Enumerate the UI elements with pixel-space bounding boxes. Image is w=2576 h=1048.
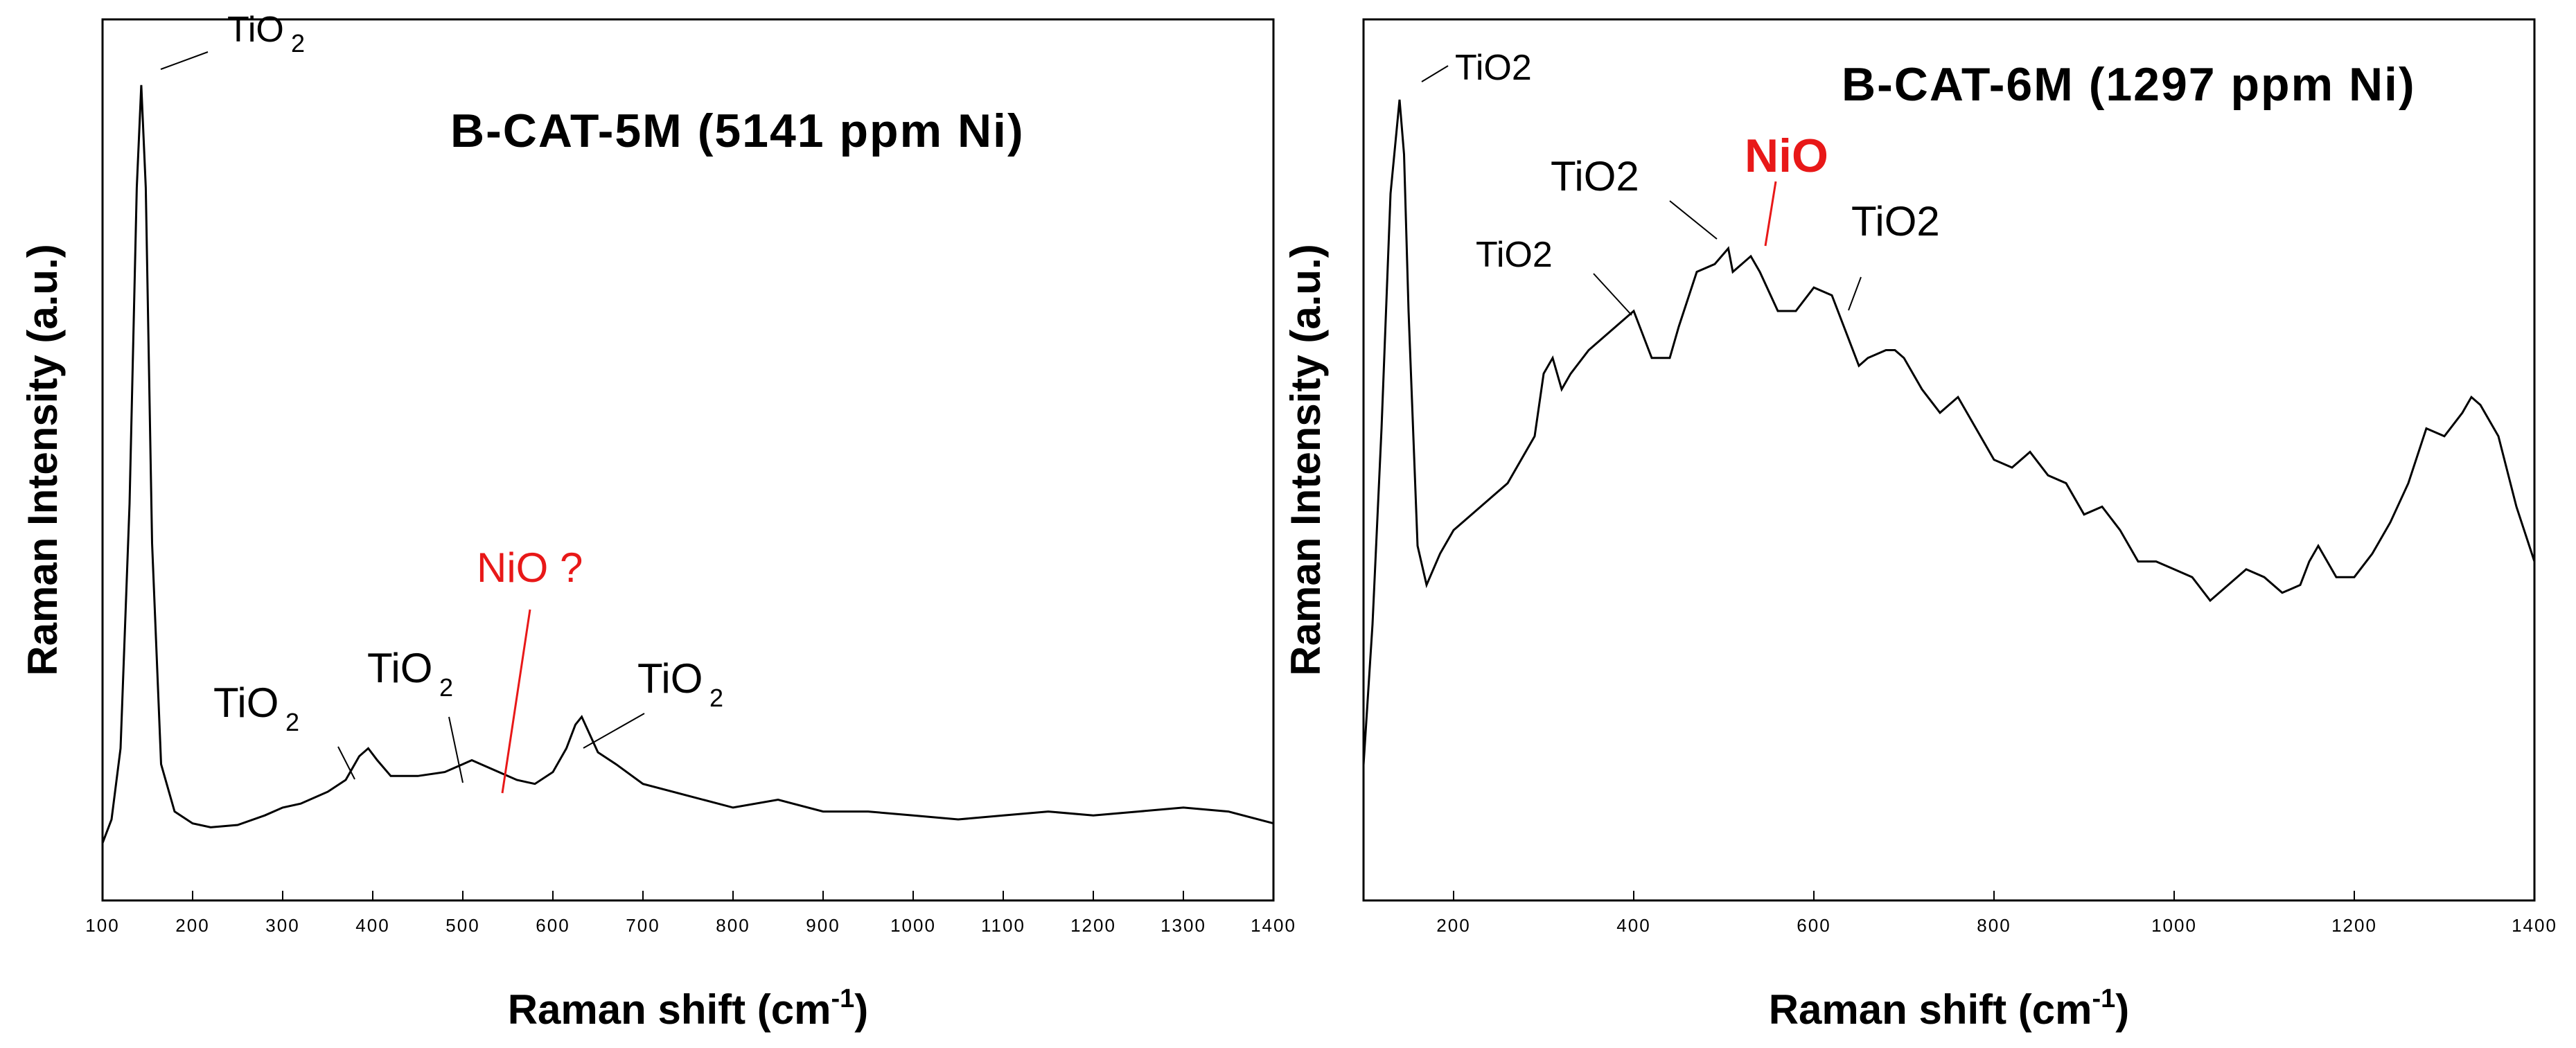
x-tick-label: 1200	[2331, 915, 2377, 936]
right-annotation-tio2-3: TiO2	[1551, 153, 1718, 240]
left-ann-label: TiO	[227, 10, 284, 50]
left-ann-label: TiO	[637, 655, 703, 702]
left-series-line	[101, 85, 1274, 844]
right-plot-frame	[1362, 18, 2536, 902]
x-tick-label: 200	[175, 915, 209, 936]
right-annotation-tio2-1: TiO2	[1421, 48, 1532, 88]
right-chart: 200 400 600 800 1000 1200 1400 B-CAT-6M (1297 …	[1282, 18, 2557, 1033]
left-x-axis-title: Raman shift (cm-1)	[508, 984, 869, 1033]
left-chart-title: B-CAT-5M (5141 ppm Ni)	[450, 105, 1025, 157]
left-ann-sub: 2	[439, 673, 453, 702]
left-ann-sub: 2	[291, 29, 305, 57]
left-annotation-tio2-2: TiO 2	[213, 680, 355, 780]
right-x-axis-title: Raman shift (cm-1)	[1769, 984, 2130, 1033]
left-annotation-tio2-3: TiO 2	[367, 645, 464, 783]
right-annotation-tio2-2: TiO2	[1476, 235, 1632, 316]
left-y-axis-title: Raman Intensity (a.u.)	[19, 244, 66, 675]
x-tick-label: 1400	[2512, 915, 2557, 936]
x-tick-label: 700	[626, 915, 660, 936]
x-tick-label: 300	[265, 915, 299, 936]
left-annotation-nio: NiO ?	[477, 544, 583, 794]
x-tick-label: 1400	[1251, 915, 1296, 936]
left-annotation-tio2-4: TiO 2	[583, 655, 723, 749]
x-tick-label: 400	[1616, 915, 1650, 936]
left-annotation-tio2-1: TiO 2	[160, 10, 305, 70]
x-tick-label: 1100	[981, 915, 1025, 936]
x-tick-label: 600	[1797, 915, 1830, 936]
right-x-ticks: 200 400 600 800 1000 1200 1400	[1436, 891, 2557, 936]
right-y-axis-title: Raman Intensity (a.u.)	[1282, 244, 1329, 675]
right-annotation-nio: NiO	[1745, 130, 1828, 247]
left-ann-sub: 2	[285, 708, 299, 736]
left-ann-sub: 2	[709, 684, 723, 712]
x-tick-label: 800	[1977, 915, 2011, 936]
x-tick-label: 800	[716, 915, 750, 936]
right-chart-title: B-CAT-6M (1297 ppm Ni)	[1842, 58, 2416, 111]
x-tick-label: 1200	[1070, 915, 1116, 936]
left-ann-nio: NiO ?	[477, 544, 583, 591]
x-tick-label: 600	[536, 915, 570, 936]
right-ann-label: TiO2	[1455, 48, 1532, 88]
x-tick-label: 1000	[890, 915, 936, 936]
right-series-line	[1362, 99, 2536, 765]
left-x-ticks: 100 200 300 400 500 600 700 800 900 1000 1100 1200 1…	[85, 891, 1296, 936]
x-tick-label: 200	[1436, 915, 1470, 936]
left-chart: 100 200 300 400 500 600 700 800 900 1000 1100 1200 1…	[19, 10, 1296, 1033]
x-tick-label: 100	[85, 915, 119, 936]
x-tick-label: 1300	[1161, 915, 1206, 936]
x-tick-label: 900	[806, 915, 840, 936]
left-ann-label: TiO	[213, 680, 279, 726]
left-plot-frame	[101, 18, 1275, 902]
right-ann-label: TiO2	[1851, 198, 1940, 245]
right-ann-label: TiO2	[1551, 153, 1639, 199]
left-ann-label: TiO	[367, 645, 432, 691]
right-ann-nio: NiO	[1745, 130, 1828, 182]
right-ann-label: TiO2	[1476, 235, 1553, 275]
x-tick-label: 500	[445, 915, 479, 936]
x-tick-label: 400	[355, 915, 389, 936]
right-annotation-tio2-4: TiO2	[1848, 198, 1940, 311]
x-tick-label: 1000	[2151, 915, 2197, 936]
